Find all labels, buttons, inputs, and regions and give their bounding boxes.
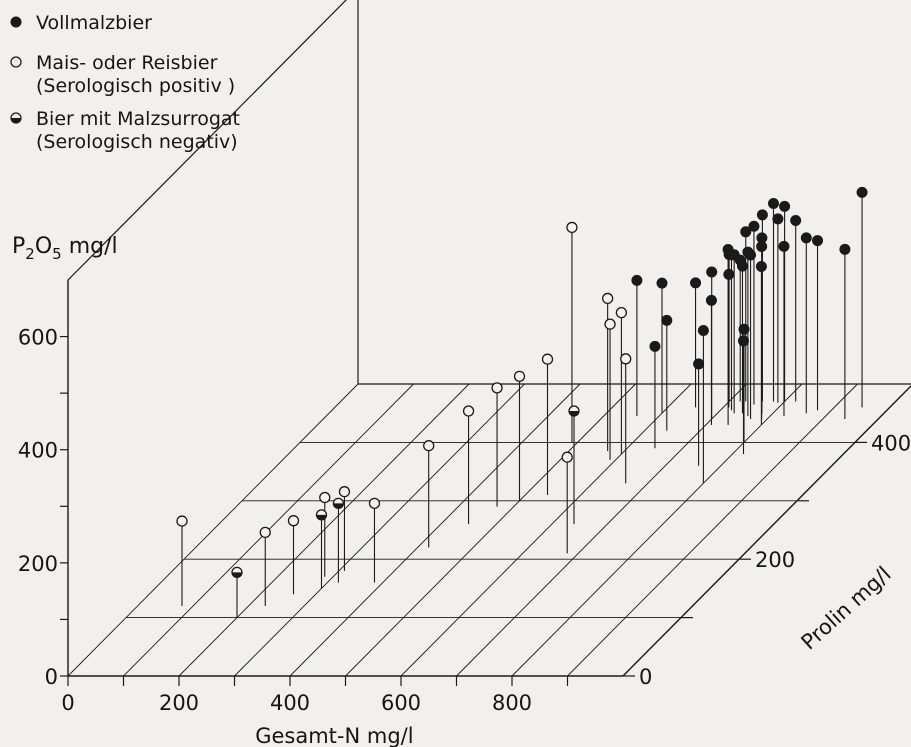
point-marker [755, 260, 767, 272]
grid-line-x [289, 383, 581, 677]
legend-label: Vollmalzbier [36, 12, 152, 34]
point-marker-fill [569, 411, 579, 417]
x-axis-label: Gesamt-N mg/l [255, 724, 413, 747]
y-axis-label: Prolin mg/l [797, 562, 896, 655]
point-marker [541, 353, 554, 365]
point-marker [738, 335, 749, 347]
point-marker [790, 214, 802, 226]
point-marker [756, 240, 768, 252]
point-marker [736, 260, 748, 272]
x-tick-label: 800 [492, 691, 532, 715]
point-marker [319, 491, 331, 504]
x-tick-label: 0 [61, 691, 74, 715]
point-marker [176, 515, 188, 527]
point-marker [661, 314, 673, 326]
legend-label: Mais- oder Reisbier [36, 52, 218, 74]
point-marker [287, 515, 300, 527]
point-marker [631, 274, 643, 286]
point-marker [656, 277, 668, 289]
point-marker [620, 353, 632, 365]
point-marker [338, 486, 351, 498]
grid-line-x [67, 383, 359, 677]
y-tick-label: 200 [755, 548, 795, 572]
legend-marker [10, 56, 22, 68]
point-marker [839, 243, 851, 255]
legend-marker-fill [11, 118, 21, 123]
point-marker [693, 358, 705, 370]
grid-line-x [178, 383, 470, 677]
legend-note: (Serologisch negativ) [36, 131, 238, 153]
legend-marker [10, 16, 22, 28]
point-marker [723, 268, 735, 280]
floor-grid [67, 383, 911, 677]
point-marker [604, 318, 616, 330]
stems [176, 186, 868, 618]
point-marker [690, 277, 702, 289]
point-marker [462, 405, 475, 417]
legend-note: (Serologisch positiv ) [36, 75, 235, 97]
point-marker-fill [333, 503, 344, 509]
point-marker [722, 244, 734, 256]
point-marker [368, 497, 381, 510]
axes: 0 200 400 600 800 Gesamt-N mg/l 0 200 400 600 P2O5… [12, 234, 911, 747]
point-marker [756, 209, 768, 221]
point-marker [705, 294, 717, 306]
legend-label: Bier mit Malzsurrogat [36, 108, 240, 130]
point-marker [706, 266, 718, 278]
point-marker [423, 440, 435, 452]
grid-line-x [511, 383, 803, 677]
point-marker [745, 249, 757, 261]
point-marker [566, 221, 578, 234]
y-tick-label: 0 [639, 665, 652, 689]
point-marker [602, 292, 614, 305]
grid-line-x [400, 383, 692, 677]
z-tick-label: 400 [18, 439, 58, 463]
frame-top-left-edge [67, 0, 347, 281]
point-marker [812, 235, 824, 247]
point-marker [772, 213, 784, 225]
point-marker-fill [316, 514, 327, 520]
grid-line-x [567, 383, 858, 677]
point-marker [615, 307, 628, 319]
point-marker-fill [232, 572, 242, 578]
z-tick-label: 600 [18, 326, 58, 350]
point-marker [740, 226, 752, 238]
point-marker [748, 220, 760, 232]
point-marker [697, 325, 709, 337]
point-marker [778, 240, 790, 252]
point-marker [800, 232, 812, 244]
x-tick-label: 600 [381, 691, 421, 715]
point-marker [738, 323, 750, 335]
point-marker [561, 451, 573, 463]
x-tick-label: 400 [270, 691, 310, 715]
y-tick-label: 400 [871, 431, 911, 455]
z-tick-label: 0 [45, 665, 58, 689]
grid-line-x [234, 383, 525, 677]
z-axis-label: P2O5 mg/l [12, 234, 118, 263]
point-marker [259, 526, 271, 539]
point-marker [856, 186, 868, 198]
x-tick-label: 200 [159, 691, 199, 715]
point-marker [649, 340, 661, 352]
point-marker [768, 198, 779, 210]
point-marker [491, 382, 503, 394]
point-marker [779, 200, 791, 212]
z-tick-label: 200 [18, 552, 58, 576]
point-marker [513, 370, 526, 382]
grid-line-x [345, 383, 636, 677]
y-axis-line [622, 385, 911, 677]
